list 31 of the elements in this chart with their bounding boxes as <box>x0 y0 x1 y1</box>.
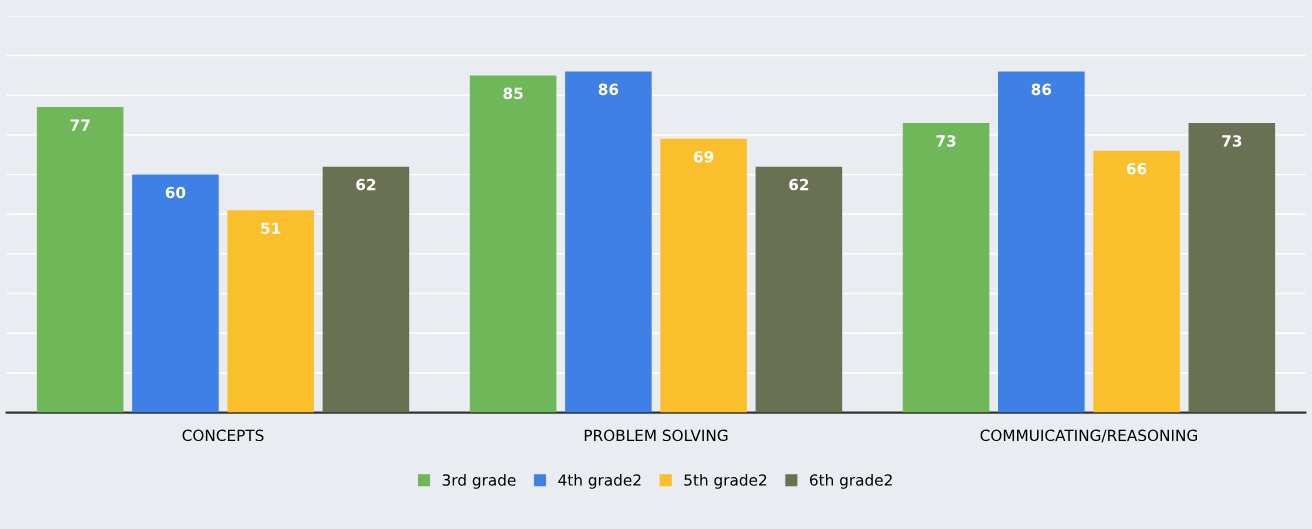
legend-label: 5th grade2 <box>684 473 767 489</box>
data-label: 62 <box>356 178 376 191</box>
x-tick-label: COMMUICATING/REASONING <box>980 429 1197 443</box>
bar <box>902 122 990 413</box>
data-label: 51 <box>261 222 281 235</box>
bar <box>322 166 410 413</box>
bar <box>565 71 652 413</box>
data-label: 60 <box>165 186 186 199</box>
data-label: 86 <box>598 83 619 96</box>
bar <box>1093 150 1180 413</box>
bar <box>755 166 843 413</box>
data-label: 62 <box>789 178 809 191</box>
bar <box>36 107 124 413</box>
data-label: 69 <box>693 151 714 163</box>
legend-label: 6th grade2 <box>809 473 892 489</box>
bar <box>660 138 747 413</box>
bar <box>469 75 557 413</box>
data-label: 77 <box>70 119 90 131</box>
bar <box>1188 122 1276 413</box>
data-label: 73 <box>1222 135 1242 147</box>
data-label: 85 <box>503 87 523 100</box>
data-label: 86 <box>1031 83 1052 96</box>
data-label: 73 <box>936 135 956 147</box>
legend-label: 3rd grade <box>442 473 516 489</box>
bar <box>227 210 314 413</box>
legend-label: 4th grade2 <box>558 473 641 489</box>
data-label: 66 <box>1126 162 1147 175</box>
x-tick-label: CONCEPTS <box>182 429 264 442</box>
x-tick-label: PROBLEM SOLVING <box>584 429 728 442</box>
bar <box>132 174 219 413</box>
bar <box>998 71 1085 413</box>
